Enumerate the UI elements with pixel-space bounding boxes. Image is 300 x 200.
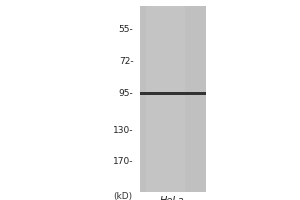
Bar xyxy=(140,92,206,95)
Bar xyxy=(140,6,206,192)
Text: 130-: 130- xyxy=(113,126,134,135)
Text: 72-: 72- xyxy=(119,57,134,66)
Text: (kD): (kD) xyxy=(113,192,132,200)
Text: HeLa: HeLa xyxy=(160,196,185,200)
Text: 95-: 95- xyxy=(119,89,134,98)
Text: 170-: 170- xyxy=(113,157,134,166)
Text: 55-: 55- xyxy=(119,25,134,34)
Bar xyxy=(146,6,185,192)
